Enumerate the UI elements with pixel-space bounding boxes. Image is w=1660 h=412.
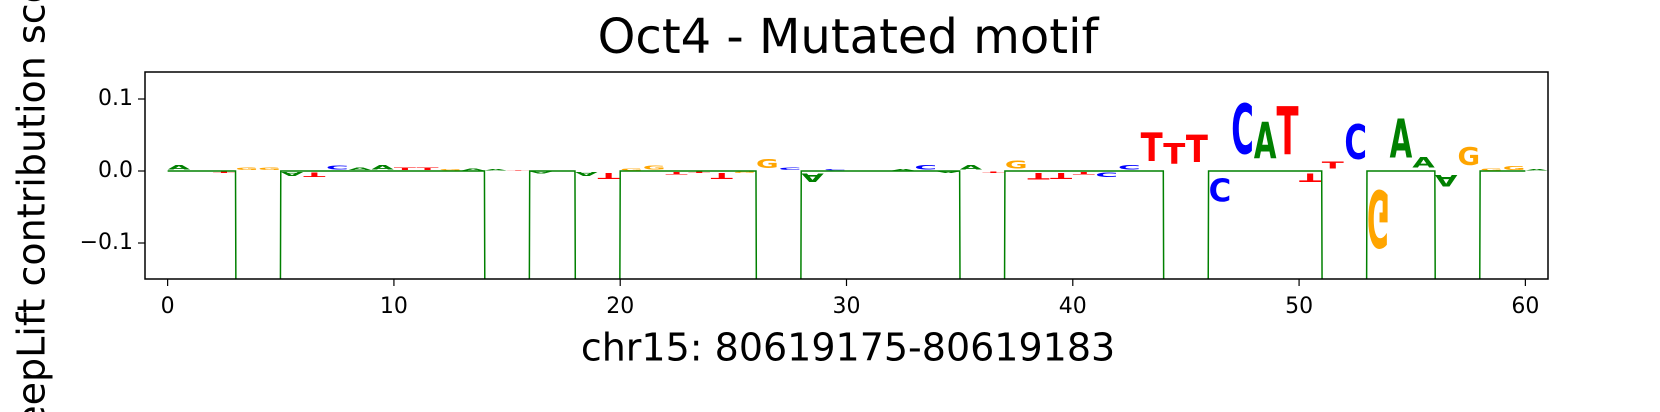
logo-letter: T [598, 171, 620, 180]
logo-letter: G [643, 165, 666, 172]
logo-letter: G [236, 167, 259, 171]
logo-letter: A [281, 171, 305, 177]
logo-letter: G [1503, 165, 1526, 171]
logo-letter: G [1005, 159, 1028, 171]
logo-letter: A [371, 164, 395, 171]
logo-letter: T [1073, 171, 1095, 175]
y-tick-label: 0.1 [98, 86, 133, 111]
logo-letter: T [1299, 171, 1322, 184]
logo-letter: T [1028, 171, 1051, 181]
logo-letter: T [1276, 95, 1298, 171]
logo-letter: C [1344, 116, 1367, 170]
y-tick-label: 0.0 [98, 158, 133, 183]
logo-letter: G [1457, 143, 1480, 172]
logo-letter: T [1141, 125, 1163, 171]
logo-letter: T [665, 171, 687, 175]
logo-letter: A [168, 164, 192, 171]
logo-letter: A [530, 171, 553, 174]
logo-letter: A [1435, 171, 1458, 190]
logo-letter: G [1480, 168, 1503, 171]
logo-letter: C [326, 165, 349, 171]
logo-letter: T [1322, 160, 1345, 171]
logo-letter: G [756, 157, 779, 172]
logo-letter: T [711, 171, 733, 180]
y-axis-label: DeepLift contribution score [10, 0, 54, 412]
logo-letter: A [484, 169, 507, 171]
x-tick-label: 10 [380, 294, 408, 319]
logo-letter: A [937, 171, 960, 173]
y-tick-label: −0.1 [80, 230, 133, 255]
logo-letter: C [1209, 170, 1232, 206]
logo-letter: T [507, 170, 530, 171]
logo-letter: T [1186, 128, 1208, 172]
logo-letter: A [801, 171, 825, 184]
chart-title: Oct4 - Mutated motif [598, 9, 1100, 65]
logo-letter: A [1412, 156, 1435, 172]
x-tick-label: 40 [1059, 294, 1087, 319]
x-tick-label: 20 [606, 294, 634, 319]
logo-letter: T [303, 171, 325, 178]
x-tick-label: 50 [1285, 294, 1313, 319]
logo-letter: A [349, 167, 372, 171]
logo-letter: T [1163, 139, 1185, 172]
logo-letter: C [1118, 164, 1141, 171]
logo-letter: A [462, 168, 485, 171]
logo-letter: A [960, 164, 984, 171]
logo-letter: G [620, 168, 643, 171]
x-tick-label: 30 [833, 294, 861, 319]
logo-letter: A [1525, 170, 1548, 171]
logo-letter: A [1390, 109, 1413, 171]
logo-letter: C [1231, 89, 1254, 170]
logo-letter: T [417, 168, 440, 172]
logo-letter: C [914, 164, 937, 171]
logo-letter: G [258, 167, 281, 171]
logo-letter: A [575, 171, 599, 177]
logo-letter: T [1050, 171, 1072, 180]
contribution-line [167, 170, 1526, 279]
x-tick-label: 60 [1511, 294, 1539, 319]
logo-letter: C [1095, 171, 1118, 178]
logo-letter: G [733, 171, 756, 173]
plot-frame [144, 71, 1549, 280]
logo-letter: A [1254, 112, 1277, 171]
logo-letter: T [982, 171, 1005, 172]
x-axis-label: chr15: 80619175-80619183 [581, 326, 1115, 370]
logo-letter: G [1367, 172, 1390, 263]
logo-letter: T [394, 167, 416, 171]
x-tick-label: 0 [161, 294, 175, 319]
logo-letter: C [779, 167, 802, 171]
